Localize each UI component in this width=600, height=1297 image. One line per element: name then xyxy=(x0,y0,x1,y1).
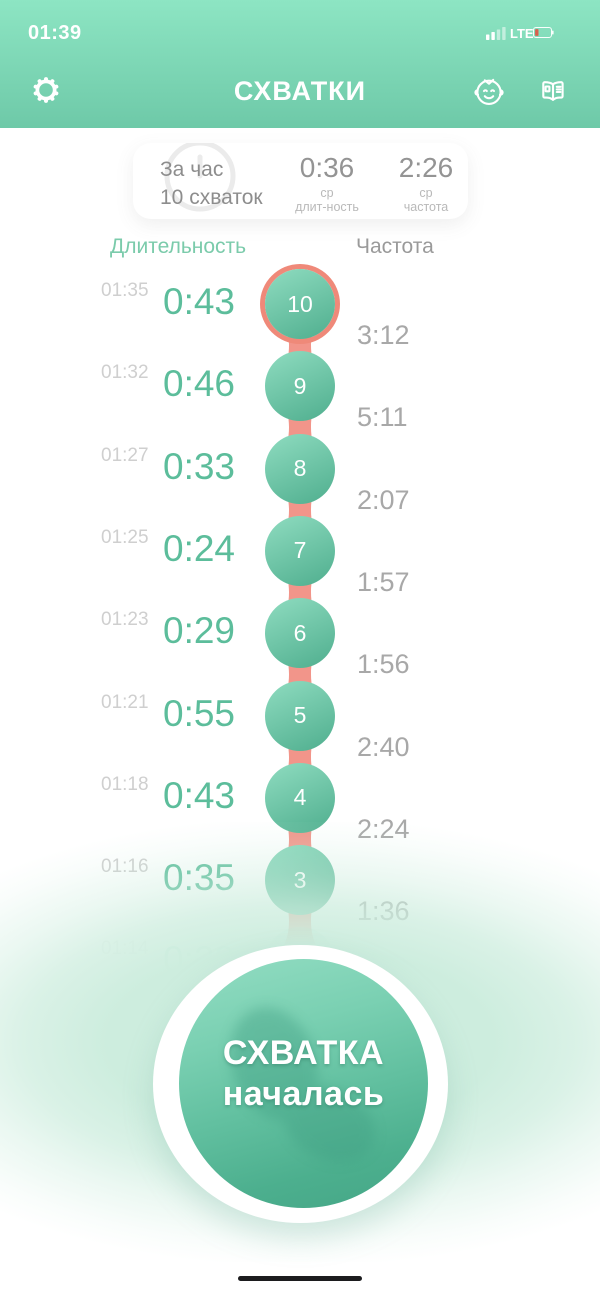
svg-text:LTE: LTE xyxy=(510,26,534,40)
